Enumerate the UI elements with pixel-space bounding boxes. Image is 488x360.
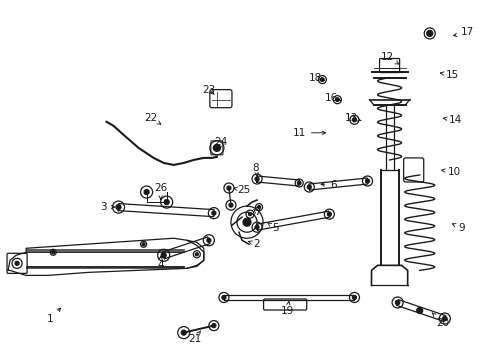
- Text: 13: 13: [344, 113, 360, 123]
- Text: 8: 8: [252, 163, 259, 176]
- Text: 4: 4: [157, 256, 163, 270]
- Circle shape: [228, 203, 232, 207]
- Circle shape: [352, 118, 356, 122]
- Text: 3: 3: [100, 202, 115, 212]
- Text: 20: 20: [431, 313, 448, 328]
- Text: 10: 10: [441, 167, 461, 177]
- Circle shape: [243, 218, 250, 226]
- Circle shape: [164, 199, 169, 204]
- Text: 11: 11: [292, 128, 325, 138]
- Circle shape: [255, 177, 259, 181]
- Circle shape: [365, 179, 369, 183]
- Text: 6: 6: [321, 180, 336, 190]
- Circle shape: [226, 186, 230, 190]
- Circle shape: [161, 253, 166, 258]
- Text: 25: 25: [233, 185, 250, 195]
- Text: 21: 21: [188, 331, 201, 344]
- Text: 23: 23: [202, 85, 215, 95]
- Circle shape: [116, 204, 121, 210]
- Text: 12: 12: [380, 53, 399, 64]
- Circle shape: [297, 181, 301, 185]
- Circle shape: [181, 330, 186, 335]
- Circle shape: [211, 211, 215, 215]
- Text: 1: 1: [47, 308, 61, 324]
- Circle shape: [320, 78, 324, 81]
- Circle shape: [335, 98, 339, 102]
- Text: 24: 24: [214, 137, 227, 150]
- Circle shape: [142, 243, 145, 246]
- Text: 5: 5: [267, 223, 278, 233]
- Circle shape: [144, 189, 149, 194]
- Circle shape: [255, 225, 259, 229]
- Circle shape: [257, 206, 260, 208]
- Circle shape: [15, 261, 19, 265]
- Circle shape: [206, 238, 210, 242]
- Text: 17: 17: [452, 27, 473, 37]
- Text: 26: 26: [154, 183, 167, 199]
- Text: 2: 2: [248, 239, 260, 249]
- Circle shape: [52, 251, 55, 254]
- Text: 22: 22: [143, 113, 161, 124]
- Circle shape: [426, 30, 432, 36]
- Circle shape: [211, 324, 215, 328]
- Circle shape: [213, 144, 220, 152]
- Circle shape: [306, 185, 311, 189]
- Circle shape: [416, 307, 422, 314]
- Text: 19: 19: [280, 301, 293, 315]
- Circle shape: [195, 253, 198, 256]
- Text: 7: 7: [253, 207, 260, 217]
- Text: 16: 16: [324, 93, 340, 103]
- Circle shape: [248, 213, 251, 216]
- Text: 9: 9: [451, 223, 464, 233]
- Circle shape: [395, 300, 399, 305]
- Text: 15: 15: [440, 69, 459, 80]
- Circle shape: [352, 296, 356, 300]
- Text: 18: 18: [308, 73, 324, 82]
- Circle shape: [326, 212, 331, 216]
- Text: 14: 14: [443, 115, 462, 125]
- Circle shape: [442, 316, 446, 321]
- Circle shape: [222, 296, 225, 300]
